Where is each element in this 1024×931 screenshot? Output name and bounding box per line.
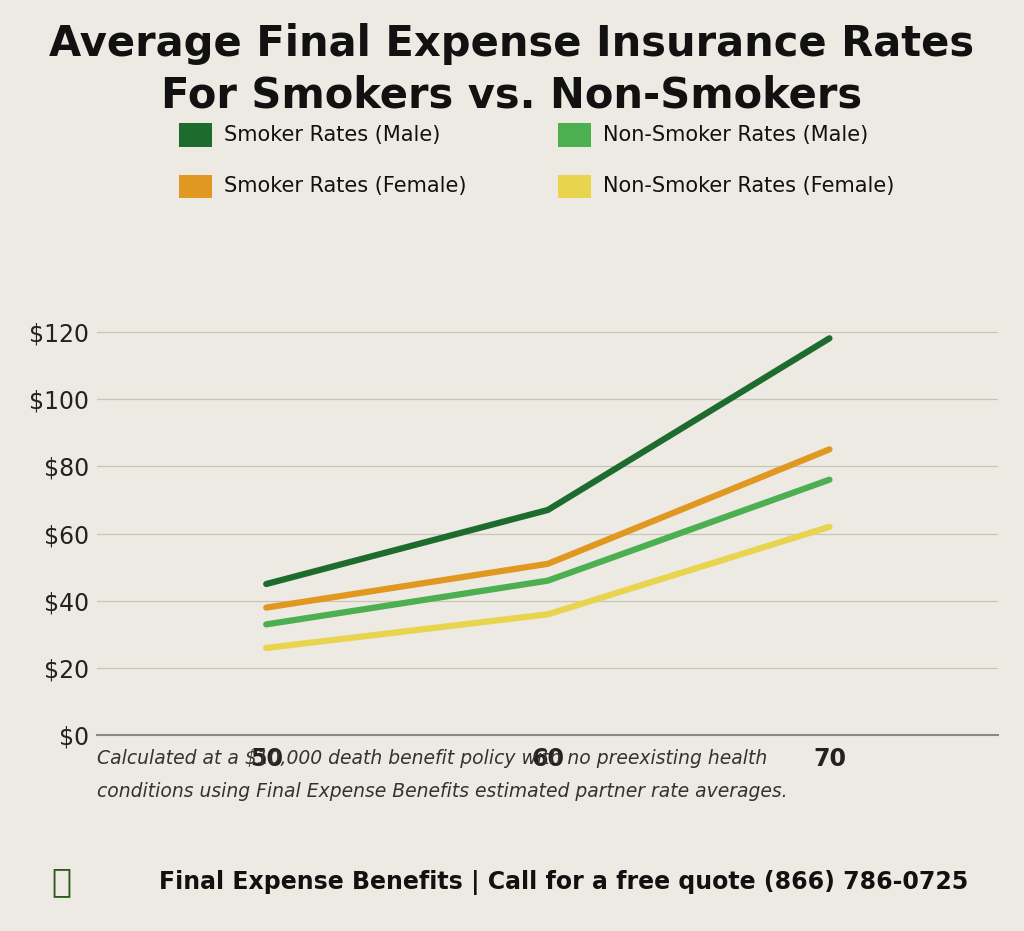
Text: Final Expense Benefits | Call for a free quote (866) 786-0725: Final Expense Benefits | Call for a free…	[159, 870, 968, 895]
Text: For Smokers vs. Non-Smokers: For Smokers vs. Non-Smokers	[162, 74, 862, 116]
Text: conditions using Final Expense Benefits estimated partner rate averages.: conditions using Final Expense Benefits …	[97, 782, 787, 801]
Text: 🐃: 🐃	[51, 866, 72, 898]
Text: Non-Smoker Rates (Male): Non-Smoker Rates (Male)	[603, 125, 868, 145]
Text: Smoker Rates (Male): Smoker Rates (Male)	[224, 125, 440, 145]
Text: Calculated at a $10,000 death benefit policy with no preexisting health: Calculated at a $10,000 death benefit po…	[97, 749, 768, 768]
Text: Smoker Rates (Female): Smoker Rates (Female)	[224, 176, 467, 196]
Text: Average Final Expense Insurance Rates: Average Final Expense Insurance Rates	[49, 23, 975, 65]
Text: Non-Smoker Rates (Female): Non-Smoker Rates (Female)	[603, 176, 895, 196]
